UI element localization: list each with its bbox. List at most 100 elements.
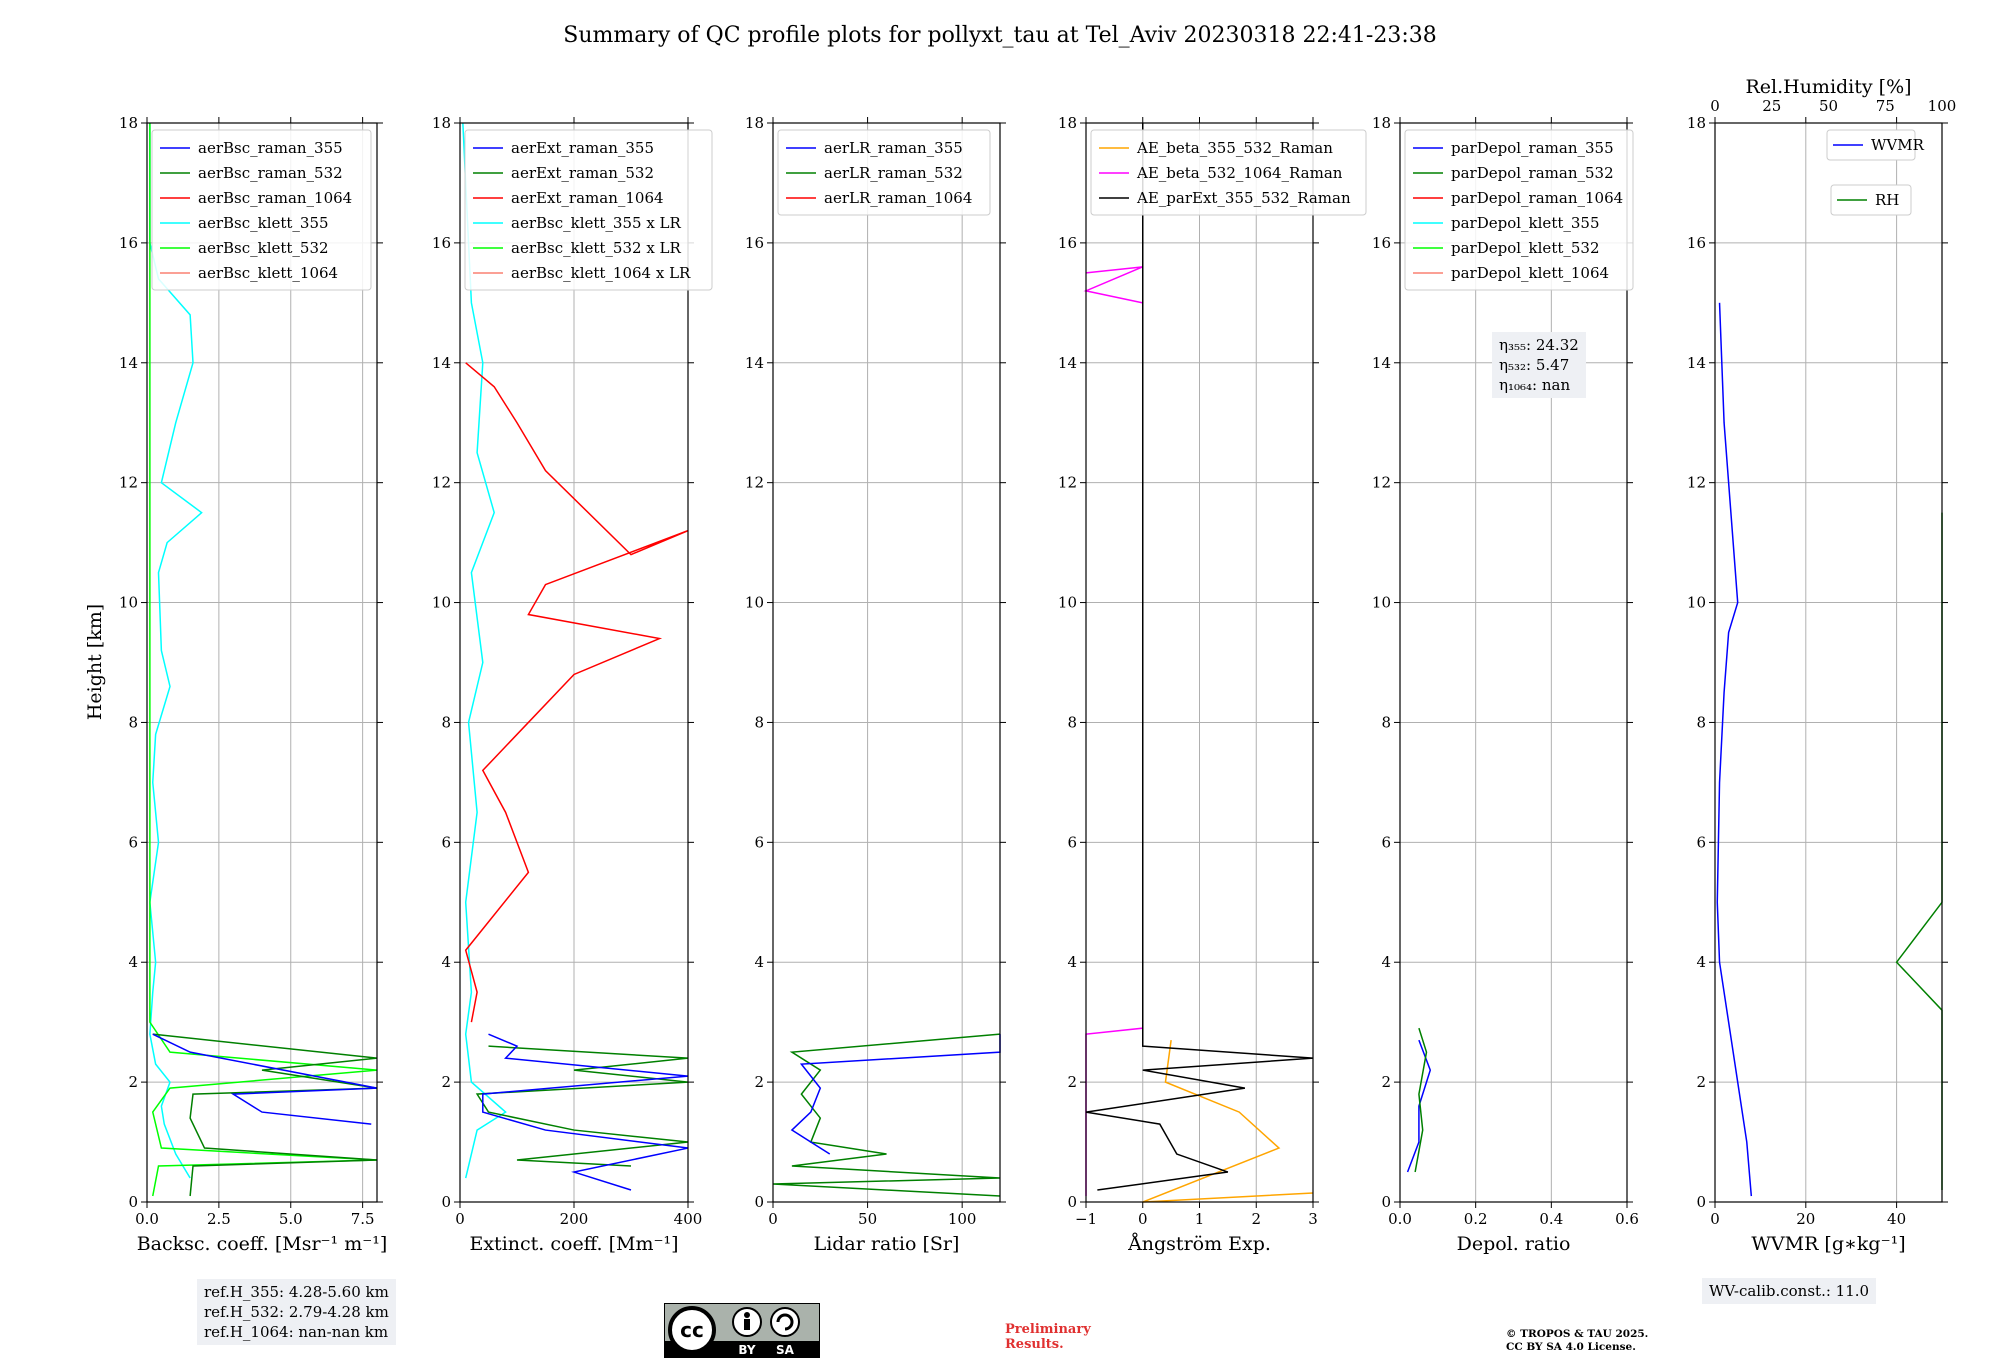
legend-label: aerBsc_klett_355	[198, 214, 329, 232]
legend-label: parDepol_raman_532	[1451, 164, 1614, 182]
series-line-AE_beta_532_1064_Raman	[1083, 266, 1144, 1197]
x-tick-label: −1	[1075, 1210, 1097, 1228]
legend: aerBsc_raman_355 aerBsc_raman_532 aerBsc_r…	[151, 129, 372, 291]
series-line-aerBsc_klett_355 x LR	[462, 122, 507, 1179]
series-group	[1406, 1027, 1432, 1173]
y-tick-label: 0	[1696, 1193, 1706, 1211]
y-tick-label: 8	[128, 713, 138, 731]
y-tick-label: 4	[1696, 953, 1706, 971]
x-tick-label: 0.2	[1464, 1210, 1488, 1228]
eta-box: η₃₅₅: 24.32 η₅₃₂: 5.47 η₁₀₆₄: nan	[1492, 332, 1586, 398]
y-tick-label: 0	[1381, 1193, 1391, 1211]
y-tick-label: 18	[745, 114, 764, 132]
legend-label: AE_parExt_355_532_Raman	[1136, 189, 1351, 207]
y-tick-label: 8	[1067, 713, 1077, 731]
x-tick-label: 0.6	[1615, 1210, 1639, 1228]
legend-label: WVMR	[1871, 136, 1925, 154]
y-tick-label: 4	[1067, 953, 1077, 971]
y-tick-label: 16	[1687, 234, 1706, 252]
legend: aerLR_raman_355 aerLR_raman_532 aerLR_rama…	[777, 129, 991, 216]
y-tick-label: 6	[1696, 833, 1706, 851]
sa-share-icon	[770, 1307, 800, 1337]
y-axis-label: Height [km]	[84, 604, 106, 720]
legend-label: aerExt_raman_532	[511, 164, 654, 182]
y-tick-label: 8	[1381, 713, 1391, 731]
y-tick-label: 6	[1067, 833, 1077, 851]
series-line-aerLR_raman_355	[790, 1034, 1001, 1155]
x-tick-label: 50	[858, 1210, 877, 1228]
y-tick-label: 10	[119, 594, 138, 612]
series-group	[462, 122, 689, 1191]
x-tick-label: 2	[1251, 1210, 1261, 1228]
series-line-parDepol_raman_355	[1406, 1039, 1432, 1173]
y-tick-label: 10	[745, 594, 764, 612]
axes-frame	[146, 122, 378, 1203]
y-tick-label: 2	[128, 1073, 138, 1091]
legend-box	[1826, 129, 1916, 161]
cc-license-badge: cc BY SA	[663, 1302, 821, 1359]
series-line-aerExt_raman_1064	[464, 362, 689, 1023]
y-tick-label: 6	[128, 833, 138, 851]
series-line-aerExt_raman_355	[482, 1033, 689, 1191]
series-line-aerBsc_klett_355	[149, 123, 203, 1179]
legend-label: aerBsc_raman_1064	[198, 189, 352, 207]
legend-label: aerBsc_klett_355 x LR	[511, 214, 682, 232]
legend-box	[1090, 129, 1367, 216]
x-axis-label: Backsc. coeff. [Msr⁻¹ m⁻¹]	[137, 1233, 388, 1255]
y-tick-label: 14	[1372, 354, 1391, 372]
series-line-WVMR	[1716, 302, 1753, 1197]
y-tick-label: 2	[1381, 1073, 1391, 1091]
y-tick-label: 8	[754, 713, 764, 731]
x-tick-label: 3	[1308, 1210, 1318, 1228]
y-tick-label: 16	[745, 234, 764, 252]
x-axis-label: Depol. ratio	[1457, 1233, 1571, 1255]
y-tick-label: 12	[1058, 474, 1077, 492]
y-tick-label: 0	[128, 1193, 138, 1211]
y-tick-label: 18	[1687, 114, 1706, 132]
axes-frame	[1399, 122, 1628, 1203]
y-tick-label: 14	[1058, 354, 1077, 372]
legend-label: aerBsc_klett_532 x LR	[511, 239, 682, 257]
x-tick-label: 0	[768, 1210, 778, 1228]
legend-label: aerExt_raman_355	[511, 139, 654, 157]
y-tick-label: 6	[441, 833, 451, 851]
series-line-AE_parExt_355_532_Raman	[1085, 123, 1314, 1191]
y-tick-label: 10	[1058, 594, 1077, 612]
y-tick-label: 2	[441, 1073, 451, 1091]
wv-calib-box: WV-calib.const.: 11.0	[1702, 1278, 1877, 1304]
x-tick-label: 200	[560, 1210, 589, 1228]
x2-tick-label: 0	[1710, 97, 1720, 115]
sa-label: SA	[776, 1343, 795, 1357]
y-tick-label: 8	[1696, 713, 1706, 731]
y-tick-label: 6	[754, 833, 764, 851]
x-axis-label: WVMR [g∗kg⁻¹]	[1751, 1233, 1905, 1255]
y-tick-label: 12	[119, 474, 138, 492]
y-tick-label: 18	[432, 114, 451, 132]
legend-label: aerBsc_klett_532	[198, 239, 329, 257]
y-tick-label: 12	[432, 474, 451, 492]
x-tick-label: 0	[1138, 1210, 1148, 1228]
legend-box	[464, 129, 713, 291]
axes-frame	[772, 122, 1001, 1203]
y-tick-label: 12	[1372, 474, 1391, 492]
legend-box	[151, 129, 372, 291]
series-line-aerExt_raman_532	[475, 1045, 689, 1167]
y-tick-label: 2	[1067, 1073, 1077, 1091]
y-tick-label: 4	[754, 953, 764, 971]
x2-tick-label: 100	[1928, 97, 1957, 115]
x-axis-label: Extinct. coeff. [Mm⁻¹]	[469, 1233, 678, 1255]
panel-1: 0 2 4 6 8 10 12 14 16 18 0.0 2.5 5.0 7.5 Backsc. coeff…	[119, 114, 387, 1255]
legend-box	[1404, 129, 1634, 291]
panel-5: 0 2 4 6 8 10 12 14 16 18 0.0 0.2 0.4 0.6 Depol. ratio p…	[1372, 114, 1639, 1255]
figure-title: Summary of QC profile plots for pollyxt_…	[563, 23, 1436, 48]
legend-label: RH	[1875, 191, 1899, 209]
y-tick-label: 18	[1372, 114, 1391, 132]
x-tick-label: 2.5	[207, 1210, 231, 1228]
legend-label: AE_beta_355_532_Raman	[1136, 139, 1333, 157]
series-line-parDepol_raman_532	[1414, 1027, 1428, 1173]
x2-axis-label: Rel.Humidity [%]	[1745, 76, 1911, 98]
y-tick-label: 0	[441, 1193, 451, 1211]
legend-label: aerLR_raman_532	[824, 164, 963, 182]
y-tick-label: 2	[754, 1073, 764, 1091]
